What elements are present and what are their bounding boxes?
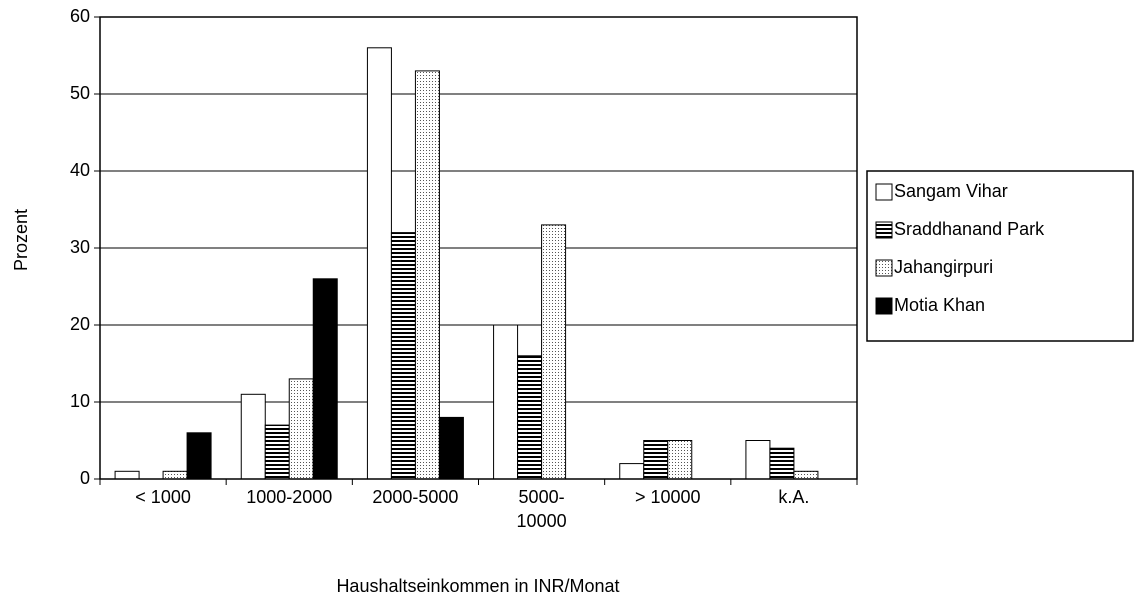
bar	[517, 355, 543, 480]
legend-swatch	[875, 183, 893, 201]
legend-box	[866, 170, 1134, 342]
x-tick-label: 5000- 10000	[517, 487, 567, 531]
y-tick-label: 10	[70, 391, 90, 411]
x-tick-label: > 10000	[635, 487, 701, 507]
x-axis-label: Haushaltseinkommen in INR/Monat	[336, 576, 619, 596]
bar	[162, 470, 188, 480]
x-tick-label-line: < 1000	[135, 487, 191, 507]
x-tick-label-line: k.A.	[778, 487, 809, 507]
bar	[186, 432, 212, 480]
bar	[390, 232, 416, 480]
x-tick-label: < 1000	[135, 487, 191, 507]
bar	[114, 470, 140, 480]
y-tick-label: 30	[70, 237, 90, 257]
legend-label: Sraddhanand Park	[894, 219, 1045, 239]
bar	[312, 278, 338, 480]
y-tick-label: 40	[70, 160, 90, 180]
bar	[414, 70, 440, 480]
x-tick-label: 2000-5000	[372, 487, 458, 507]
bar	[667, 440, 693, 480]
bar	[793, 470, 819, 480]
legend-label: Motia Khan	[894, 295, 985, 315]
x-tick-label-line: 10000	[517, 511, 567, 531]
legend-label: Sangam Vihar	[894, 181, 1008, 201]
y-tick-label: 50	[70, 83, 90, 103]
bar	[366, 47, 392, 480]
bar	[493, 324, 519, 480]
bar	[240, 393, 266, 480]
y-tick-label: 20	[70, 314, 90, 334]
legend-swatch	[875, 297, 893, 315]
bar	[769, 447, 795, 480]
bar	[438, 416, 464, 480]
bar	[541, 224, 567, 480]
plot-frame	[99, 16, 858, 480]
y-tick-label: 60	[70, 6, 90, 26]
bar	[619, 463, 645, 480]
bar	[745, 440, 771, 480]
legend-swatch	[875, 221, 893, 239]
legend-swatch	[875, 259, 893, 277]
x-tick-label-line: 5000-	[519, 487, 565, 507]
y-tick-label: 0	[80, 468, 90, 488]
x-tick-label-line: 2000-5000	[372, 487, 458, 507]
bar	[288, 378, 314, 480]
y-axis-label: Prozent	[11, 209, 31, 271]
bar	[264, 424, 290, 480]
bar	[643, 440, 669, 480]
legend-label: Jahangirpuri	[894, 257, 993, 277]
x-tick-label-line: > 10000	[635, 487, 701, 507]
x-tick-label: 1000-2000	[246, 487, 332, 507]
x-tick-label-line: 1000-2000	[246, 487, 332, 507]
x-tick-label: k.A.	[778, 487, 809, 507]
